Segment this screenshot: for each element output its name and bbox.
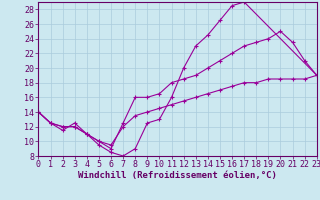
X-axis label: Windchill (Refroidissement éolien,°C): Windchill (Refroidissement éolien,°C) — [78, 171, 277, 180]
